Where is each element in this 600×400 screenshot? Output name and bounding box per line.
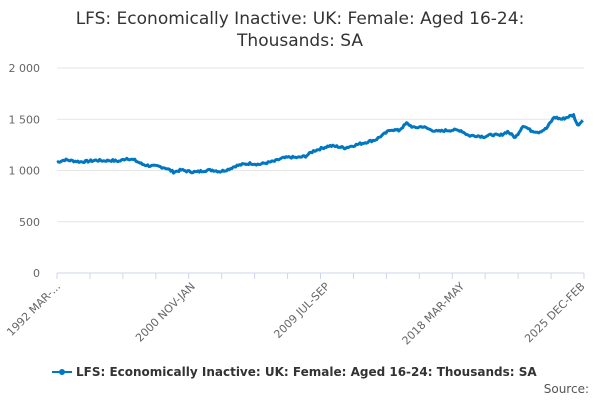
chart-title-line-2: Thousands: SA: [236, 31, 363, 51]
y-tick-label: 1 000: [9, 165, 41, 178]
y-tick-label: 2 000: [9, 62, 41, 75]
x-tick-label: 2025 DEC-FEB: [522, 280, 587, 345]
y-axis-ticks: 0 500 1 000 1 500 2 000: [9, 62, 41, 280]
legend[interactable]: LFS: Economically Inactive: UK: Female: …: [52, 365, 537, 379]
y-tick-label: 1 500: [9, 113, 41, 126]
legend-swatch-marker: [59, 369, 65, 375]
series-layer: [56, 113, 584, 175]
y-tick-label: 0: [33, 267, 40, 280]
x-tick-label: 2018 MAR-MAY: [400, 280, 468, 348]
x-tick-label: 2009 JUL-SEP: [271, 280, 332, 341]
chart-title-line-1: LFS: Economically Inactive: UK: Female: …: [76, 9, 525, 29]
series-line[interactable]: [56, 113, 584, 175]
x-tick-label: 1992 MAR-...: [4, 280, 63, 339]
x-tick-label: 2000 NOV-JAN: [133, 280, 198, 345]
source-label: Source:: [544, 382, 589, 396]
y-tick-label: 500: [19, 216, 40, 229]
legend-label: LFS: Economically Inactive: UK: Female: …: [76, 365, 537, 379]
grid-lines: [57, 67, 584, 223]
x-axis: 1992 MAR-... 2000 NOV-JAN 2009 JUL-SEP 2018…: [4, 272, 588, 348]
